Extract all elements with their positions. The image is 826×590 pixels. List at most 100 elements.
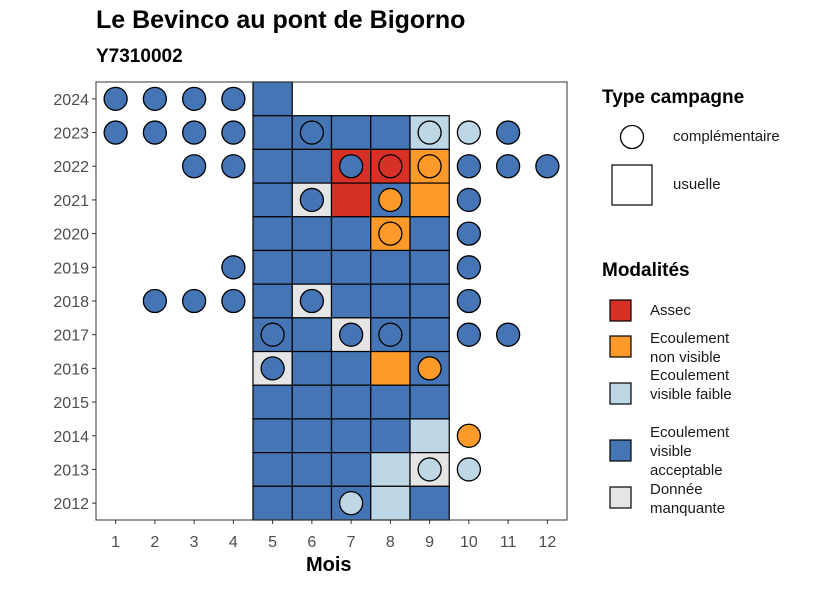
complementaire-point-2024-4: [221, 86, 246, 111]
x-tick-label-7: 7: [347, 534, 356, 551]
complementaire-point-2017-7: [338, 322, 364, 347]
legend-title-modalites: Modalités: [602, 260, 690, 281]
complementaire-point-2020-10: [456, 221, 482, 246]
y-tick-label-2021: 2021: [53, 193, 89, 210]
usuelle-cells: [252, 81, 450, 521]
usuelle-cell-2014-8: [370, 418, 411, 454]
legend-key-A: [609, 299, 632, 322]
complementaire-point-2022-8: [378, 154, 403, 179]
x-tick-label-9: 9: [425, 534, 434, 551]
legend-key-usuelle: [611, 164, 653, 206]
legend-shape-keys: [611, 124, 653, 206]
y-tick-label-2014: 2014: [53, 429, 89, 446]
complementaire-point-2024-1: [103, 86, 128, 111]
complementaire-point-2022-9: [417, 154, 442, 179]
complementaire-point-2018-10: [456, 288, 482, 314]
x-tick-label-6: 6: [307, 534, 316, 551]
usuelle-cell-2024-5: [252, 81, 293, 117]
usuelle-cell-2012-9: [409, 485, 450, 521]
usuelle-cell-2014-5: [252, 418, 293, 454]
usuelle-cell-2020-6: [291, 216, 333, 252]
legend-key-N: [609, 335, 632, 358]
y-axis: 2012 2013 2014 2015 2016 2017 2018 2019 2020 2021…: [53, 92, 96, 513]
usuelle-cell-2022-5: [252, 148, 293, 184]
y-tick-label-2015: 2015: [53, 395, 89, 412]
x-tick-label-10: 10: [460, 534, 478, 551]
usuelle-cell-2014-7: [330, 418, 372, 454]
y-tick-label-2023: 2023: [53, 126, 89, 143]
usuelle-cell-2014-9: [409, 418, 450, 454]
legend-label-complementaire: complémentaire: [673, 128, 780, 145]
legend-key-M: [609, 486, 632, 509]
usuelle-cell-2019-7: [330, 249, 372, 285]
complementaire-point-2018-3: [181, 288, 207, 314]
complementaire-point-2013-10: [456, 457, 482, 482]
y-tick-label-2022: 2022: [53, 159, 89, 176]
usuelle-cell-2015-9: [409, 384, 450, 420]
legend-key-complementaire: [619, 124, 645, 150]
complementaire-point-2022-4: [221, 154, 246, 179]
usuelle-cell-2017-6: [291, 317, 333, 353]
complementaire-point-2021-8: [378, 187, 403, 213]
complementaire-point-2018-2: [142, 288, 168, 314]
x-tick-label-8: 8: [386, 534, 395, 551]
usuelle-cell-2018-7: [330, 283, 372, 319]
legend-fill-keys: [609, 299, 632, 509]
usuelle-cell-2023-8: [370, 115, 411, 150]
x-axis: 1 2 3 4 5 6 7 8 9 10 11 12: [111, 520, 556, 551]
complementaire-point-2016-9: [417, 356, 442, 381]
usuelle-cell-2021-9: [409, 182, 450, 218]
usuelle-cell-2015-8: [370, 384, 411, 420]
legend-label-usuelle: usuelle: [673, 176, 721, 193]
complementaire-points: [103, 86, 560, 516]
usuelle-cell-2012-5: [252, 485, 293, 521]
usuelle-cell-2016-7: [330, 350, 372, 386]
x-tick-label-3: 3: [190, 534, 199, 551]
usuelle-cell-2023-7: [330, 115, 372, 150]
legend-label-visible-acceptable: Ecoulement visible acceptable: [650, 424, 730, 479]
usuelle-cell-2021-5: [252, 182, 293, 218]
x-tick-label-12: 12: [538, 534, 556, 551]
complementaire-point-2016-5: [260, 356, 285, 381]
complementaire-point-2018-6: [299, 288, 325, 314]
y-tick-label-2016: 2016: [53, 361, 89, 378]
usuelle-cell-2022-6: [291, 148, 333, 184]
x-tick-label-4: 4: [229, 534, 238, 551]
complementaire-point-2019-4: [221, 255, 246, 280]
complementaire-point-2013-9: [417, 457, 442, 482]
complementaire-point-2023-9: [417, 120, 442, 145]
usuelle-cell-2013-8: [370, 452, 411, 487]
complementaire-point-2022-11: [495, 154, 521, 179]
complementaire-point-2021-6: [299, 187, 325, 213]
usuelle-cell-2019-6: [291, 249, 333, 285]
usuelle-cell-2012-8: [370, 485, 411, 521]
legend-label-donnee-manquante: Donnée manquante: [650, 481, 726, 517]
x-tick-label-5: 5: [268, 534, 277, 551]
complementaire-point-2020-8: [378, 221, 403, 246]
usuelle-cell-2013-6: [291, 452, 333, 487]
legend-key-F: [609, 382, 632, 405]
complementaire-point-2023-2: [142, 120, 168, 145]
usuelle-cell-2019-5: [252, 249, 293, 285]
usuelle-cell-2019-8: [370, 249, 411, 285]
complementaire-point-2021-10: [456, 187, 482, 213]
usuelle-cell-2013-7: [330, 452, 372, 487]
usuelle-cell-2015-7: [330, 384, 372, 420]
y-tick-label-2013: 2013: [53, 462, 89, 479]
complementaire-point-2023-6: [299, 120, 325, 145]
y-tick-label-2024: 2024: [53, 92, 89, 109]
y-tick-label-2017: 2017: [53, 328, 89, 345]
chart-title: Le Bevinco au pont de Bigorno: [96, 6, 466, 34]
complementaire-point-2022-3: [181, 154, 207, 179]
legend-label-assec: Assec: [650, 302, 691, 319]
y-tick-label-2012: 2012: [53, 496, 89, 513]
chart-subtitle: Y7310002: [96, 46, 183, 67]
complementaire-point-2017-8: [378, 322, 403, 347]
complementaire-point-2017-11: [495, 322, 521, 347]
usuelle-cell-2020-9: [409, 216, 450, 252]
complementaire-point-2023-4: [221, 120, 246, 145]
complementaire-point-2022-10: [456, 154, 482, 179]
usuelle-cell-2020-5: [252, 216, 293, 252]
complementaire-point-2018-4: [221, 288, 246, 314]
